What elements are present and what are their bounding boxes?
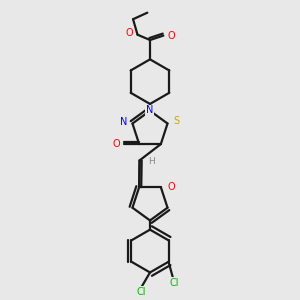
Text: Cl: Cl [169, 278, 178, 288]
Text: N: N [146, 106, 153, 116]
Text: S: S [173, 116, 179, 126]
Text: N: N [120, 117, 127, 127]
Text: H: H [148, 158, 155, 166]
Text: O: O [125, 28, 133, 38]
Text: Cl: Cl [137, 287, 146, 297]
Text: O: O [167, 182, 175, 192]
Text: O: O [112, 139, 120, 149]
Text: O: O [167, 31, 175, 40]
